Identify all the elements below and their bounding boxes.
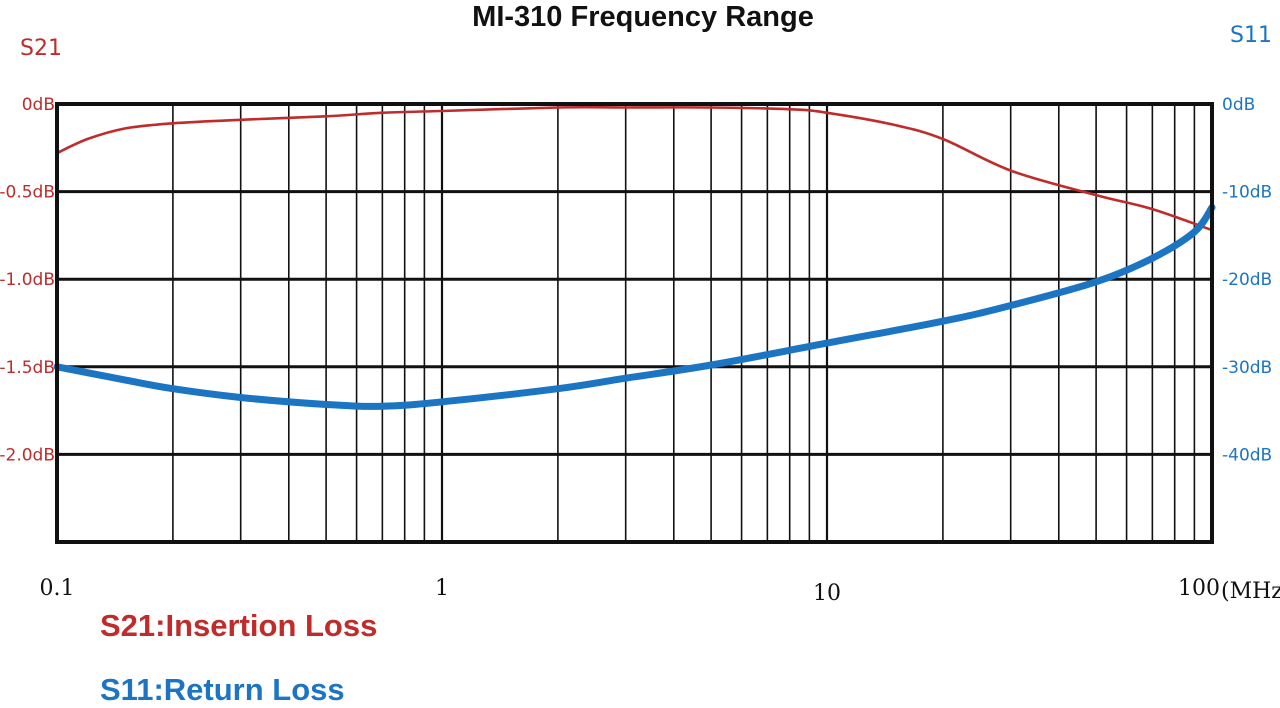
right-tick-label: -20dB bbox=[1222, 270, 1272, 290]
right-tick-label: -40dB bbox=[1222, 445, 1272, 465]
s11-series-line bbox=[53, 203, 1216, 410]
x-axis-unit: (MHz) bbox=[1221, 579, 1280, 604]
x-axis: 0.1 1 10 100 bbox=[40, 576, 1221, 606]
grid bbox=[57, 102, 1212, 542]
right-axis: 0dB -10dB -20dB -30dB -40dB bbox=[1222, 95, 1272, 465]
series-layer bbox=[53, 105, 1216, 410]
right-axis-title: S11 bbox=[1230, 23, 1272, 48]
plot-frame bbox=[55, 102, 1214, 544]
right-tick-label: -30dB bbox=[1222, 358, 1272, 378]
left-tick-label: -0.5dB bbox=[0, 183, 55, 203]
left-tick-label: 0dB bbox=[22, 95, 55, 115]
chart-title: MI-310 Frequency Range bbox=[472, 1, 814, 33]
left-tick-label: -1.5dB bbox=[0, 358, 55, 378]
right-tick-label: 0dB bbox=[1222, 95, 1255, 115]
x-tick-label: 10 bbox=[813, 581, 841, 606]
legend-item-s21: S21:Insertion Loss bbox=[100, 608, 378, 643]
plot-border bbox=[55, 102, 1214, 544]
right-tick-label: -10dB bbox=[1222, 183, 1272, 203]
x-tick-label: 1 bbox=[435, 576, 449, 601]
left-axis-title: S21 bbox=[20, 36, 62, 61]
legend-item-s11: S11:Return Loss bbox=[100, 672, 345, 707]
x-tick-label: 0.1 bbox=[40, 576, 75, 601]
left-axis: 0dB -0.5dB -1.0dB -1.5dB -2.0dB bbox=[0, 95, 55, 465]
left-tick-label: -2.0dB bbox=[0, 445, 55, 465]
s21-series-line bbox=[55, 105, 1214, 232]
left-tick-label: -1.0dB bbox=[0, 270, 55, 290]
x-tick-label: 100 bbox=[1178, 576, 1220, 601]
